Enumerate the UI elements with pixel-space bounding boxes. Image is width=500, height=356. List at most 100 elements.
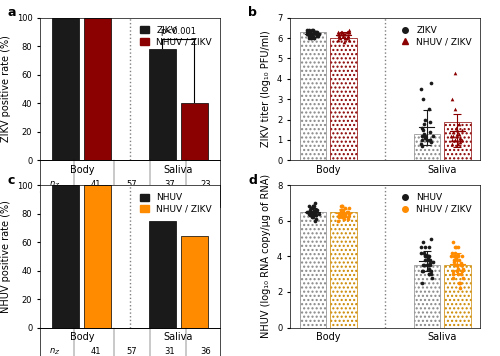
Point (421, 252, 429, 257)
Point (339, 207, 347, 213)
Point (337, 207, 345, 213)
Point (338, 213, 346, 218)
Point (458, 262, 466, 268)
Text: 57: 57 (200, 195, 211, 205)
Point (454, 253, 462, 259)
Point (312, 213, 320, 218)
Point (453, 133, 461, 138)
Bar (84, 18, 112, 160)
Point (418, 141, 426, 147)
Point (451, 262, 459, 268)
Point (338, 207, 345, 213)
Y-axis label: NHUV positive rate (%): NHUV positive rate (%) (1, 200, 11, 313)
Point (459, 275, 467, 281)
Point (338, 211, 346, 216)
Point (308, 204, 316, 209)
Point (418, 143, 426, 149)
Point (426, 137, 434, 143)
Point (420, 131, 428, 137)
Point (424, 253, 432, 259)
Point (458, 271, 466, 277)
Point (454, 262, 462, 268)
Text: a: a (8, 6, 16, 20)
Point (422, 253, 430, 259)
Point (340, 40, 348, 45)
Point (425, 253, 433, 259)
Point (336, 35, 344, 41)
Point (345, 27, 353, 33)
Point (424, 253, 432, 259)
Point (452, 262, 460, 268)
Point (455, 131, 463, 137)
Point (426, 106, 434, 112)
Point (310, 35, 318, 41)
Point (448, 96, 456, 102)
Point (418, 262, 426, 268)
Point (340, 216, 348, 222)
Point (342, 213, 349, 218)
Text: c: c (8, 174, 15, 187)
Point (458, 268, 466, 273)
Point (337, 31, 345, 37)
Point (448, 133, 456, 138)
Point (339, 31, 347, 37)
Point (337, 209, 345, 215)
Point (334, 214, 342, 220)
Point (314, 33, 322, 39)
Bar (414, 134, 440, 160)
Legend: NHUV, NHUV / ZIKV: NHUV, NHUV / ZIKV (398, 190, 475, 218)
Point (308, 211, 316, 216)
Point (334, 218, 342, 224)
Point (340, 33, 347, 39)
Point (450, 253, 458, 259)
Point (456, 139, 464, 145)
Point (427, 236, 435, 241)
Point (344, 29, 352, 35)
Point (343, 209, 351, 215)
Text: 41: 41 (164, 195, 175, 205)
Y-axis label: NHUV (log₁₀ RNA copy/µg of RNA): NHUV (log₁₀ RNA copy/µg of RNA) (262, 174, 272, 339)
Point (344, 33, 352, 39)
Point (307, 35, 315, 41)
Text: $n_Z$: $n_Z$ (48, 346, 60, 356)
Point (424, 137, 432, 143)
Bar (444, 265, 470, 328)
Point (305, 31, 313, 37)
Bar (414, 265, 440, 328)
Point (341, 31, 349, 37)
Point (428, 275, 436, 281)
Point (455, 257, 463, 263)
Text: 41: 41 (90, 180, 101, 189)
Text: $n_Z$: $n_Z$ (48, 179, 60, 190)
Point (342, 35, 349, 41)
Point (454, 268, 462, 273)
Point (344, 214, 352, 220)
Point (309, 33, 317, 39)
Bar (300, 32, 326, 160)
Point (306, 211, 314, 216)
Point (340, 31, 348, 37)
Point (418, 133, 426, 138)
Point (454, 127, 462, 132)
Bar (40, 160, 220, 207)
Point (340, 211, 348, 216)
Point (452, 137, 460, 143)
Text: $n_E$: $n_E$ (49, 195, 60, 205)
Point (448, 239, 456, 245)
Point (454, 252, 462, 257)
Point (427, 268, 435, 273)
Point (427, 139, 435, 145)
Point (310, 29, 318, 35)
Point (418, 137, 426, 143)
Point (451, 257, 459, 263)
Point (312, 207, 320, 213)
Point (452, 255, 460, 261)
Point (424, 255, 432, 261)
Point (451, 253, 459, 259)
Point (309, 214, 317, 220)
Point (344, 209, 351, 215)
Point (340, 205, 348, 211)
Point (422, 117, 430, 122)
Point (451, 137, 459, 143)
Text: 57: 57 (126, 347, 137, 356)
